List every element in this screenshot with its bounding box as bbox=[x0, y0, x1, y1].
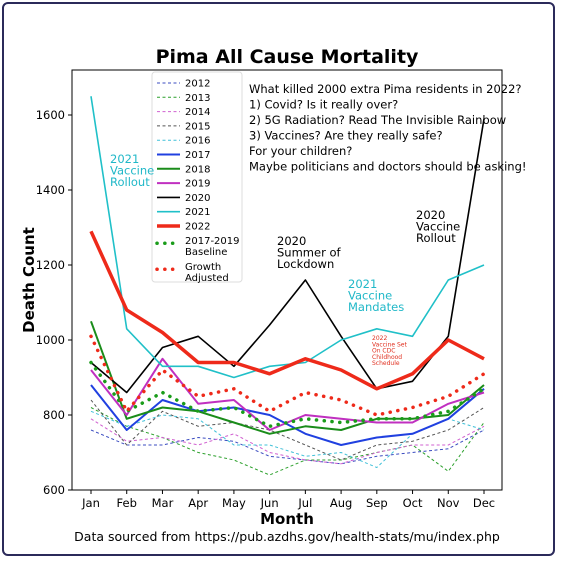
legend-label-2012: 2012 bbox=[185, 79, 210, 90]
x-tick-label: Jan bbox=[81, 496, 100, 510]
x-tick-label: Jul bbox=[297, 496, 312, 510]
series-line-2017 bbox=[90, 384, 485, 446]
y-tick-label: 1200 bbox=[36, 258, 65, 272]
annotation-question: What killed 2000 extra Pima residents in… bbox=[249, 82, 526, 174]
annotation-line: Lockdown bbox=[277, 257, 334, 271]
legend-label-2018: 2018 bbox=[185, 164, 210, 175]
annotation-line: Maybe politicians and doctors should be … bbox=[249, 160, 526, 174]
x-axis: Jan Feb Mar Apr May Jun Jul Aug Sep Oct Nov Dec bbox=[81, 490, 495, 510]
annotation-line: Summer of bbox=[277, 246, 341, 260]
x-tick-label: Mar bbox=[152, 496, 174, 510]
x-tick-label: Oct bbox=[403, 496, 423, 510]
y-axis: 600 800 1000 1200 1400 1600 bbox=[36, 108, 72, 497]
annotation-line: Vaccine Set bbox=[372, 341, 407, 348]
x-tick-label: Aug bbox=[330, 496, 352, 510]
y-tick-label: 1600 bbox=[36, 108, 65, 122]
legend-label-2014: 2014 bbox=[185, 107, 210, 118]
y-tick-label: 800 bbox=[43, 408, 65, 422]
legend-label-2020: 2020 bbox=[185, 193, 210, 204]
annotation-line: 2021 bbox=[110, 152, 139, 166]
annotation-line: Vaccine bbox=[110, 164, 154, 178]
series-line-2014 bbox=[90, 418, 485, 465]
series-line-growth-adjusted bbox=[89, 334, 486, 417]
x-tick-label: Jun bbox=[260, 496, 279, 510]
y-tick-label: 1400 bbox=[36, 183, 65, 197]
x-tick-label: May bbox=[222, 496, 246, 510]
series-line-2013 bbox=[90, 407, 485, 476]
legend-label-2017-2019-baseline: Baseline bbox=[185, 247, 227, 258]
x-tick-label: Nov bbox=[437, 496, 460, 510]
series-line-2020 bbox=[90, 118, 485, 394]
annotation-line: On CDC bbox=[372, 348, 395, 355]
annotations: What killed 2000 extra Pima residents in… bbox=[110, 82, 526, 367]
legend-label-2017-2019-baseline: 2017-2019 bbox=[185, 236, 240, 247]
annotation-line: 2022 bbox=[372, 335, 387, 342]
annotation-line: What killed 2000 extra Pima residents in… bbox=[249, 82, 522, 96]
series-line-2016 bbox=[90, 410, 485, 468]
legend-label-growth-adjusted: Growth bbox=[185, 262, 221, 273]
series-line-2022 bbox=[89, 230, 485, 391]
series-layer bbox=[89, 96, 486, 476]
plot-area bbox=[71, 69, 503, 491]
annotation-line: Rollout bbox=[416, 231, 456, 245]
annotation-line: 1) Covid? Is it really over? bbox=[249, 98, 398, 112]
image-frame bbox=[2, 2, 555, 556]
chart-title: Pima All Cause Mortality bbox=[156, 46, 419, 68]
y-tick-label: 600 bbox=[43, 483, 65, 497]
annotation-line: 2020 bbox=[416, 208, 445, 222]
y-axis-label: Death Count bbox=[20, 227, 38, 333]
source-note: Data sourced from https://pub.azdhs.gov/… bbox=[74, 529, 500, 544]
x-tick-label: Dec bbox=[473, 496, 495, 510]
x-tick-label: Apr bbox=[188, 496, 208, 510]
y-tick-label: 1000 bbox=[36, 333, 65, 347]
annotation-line: 2020 bbox=[277, 234, 306, 248]
legend: 2012 2013 2014 2015 2016 2017 2018 2019 2020 2021… bbox=[151, 71, 243, 284]
legend-label-2017: 2017 bbox=[185, 150, 210, 161]
legend-box bbox=[151, 71, 243, 283]
legend-label-growth-adjusted: Adjusted bbox=[185, 273, 229, 284]
annotation-line: Vaccine bbox=[416, 220, 460, 234]
annotation-line: Childhood bbox=[372, 354, 402, 361]
series-line-2021 bbox=[90, 96, 485, 379]
annotation-line: Vaccine bbox=[348, 289, 392, 303]
series-line-2017-2019-baseline bbox=[89, 360, 486, 429]
annotation-line: Rollout bbox=[110, 175, 150, 189]
legend-label-2015: 2015 bbox=[185, 121, 210, 132]
annotation-line: Mandates bbox=[348, 300, 404, 314]
annotation-line: For your children? bbox=[249, 144, 352, 158]
legend-label-2013: 2013 bbox=[185, 93, 210, 104]
series-line-2015 bbox=[90, 399, 485, 461]
x-tick-label: Feb bbox=[117, 496, 137, 510]
annotation-line: 2) 5G Radiation? Read The Invisible Rain… bbox=[249, 113, 506, 127]
annotation-line: 2021 bbox=[348, 277, 377, 291]
legend-label-2022: 2022 bbox=[185, 222, 210, 233]
x-axis-label: Month bbox=[260, 510, 314, 528]
series-line-2012 bbox=[90, 429, 485, 465]
legend-label-2021: 2021 bbox=[185, 207, 210, 218]
legend-label-2019: 2019 bbox=[185, 179, 210, 190]
x-tick-label: Sep bbox=[366, 496, 388, 510]
annotation-line: 3) Vaccines? Are they really safe? bbox=[249, 129, 443, 143]
legend-label-2016: 2016 bbox=[185, 136, 210, 147]
annotation-line: Schedule bbox=[372, 360, 400, 367]
